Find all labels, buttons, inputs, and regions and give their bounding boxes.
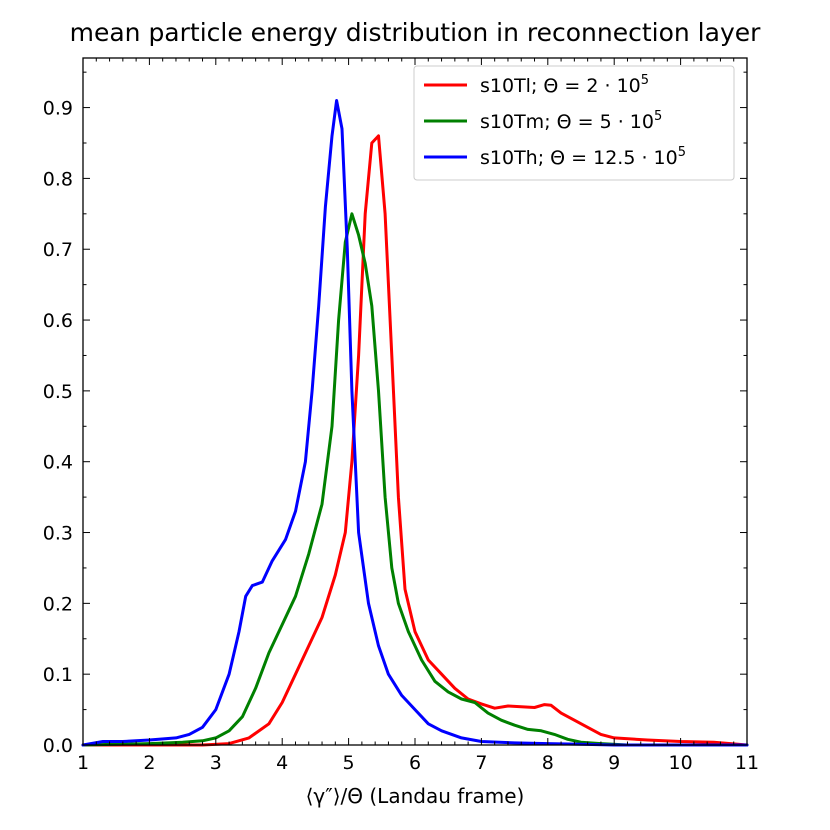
y-tick-label: 0.1 [43,664,73,686]
x-tick-label: 10 [669,752,693,774]
x-tick-label: 4 [276,752,288,774]
x-tick-label: 3 [210,752,222,774]
x-tick-label: 2 [143,752,155,774]
x-tick-label: 9 [608,752,620,774]
series-line-s10Th [81,99,749,747]
plot-area [81,99,749,747]
x-axis-label: ⟨γ″⟩/Θ (Landau frame) [306,784,525,808]
x-tick-label: 5 [343,752,355,774]
legend-box [413,65,735,181]
chart-title: mean particle energy distribution in rec… [70,18,762,47]
y-tick-label: 0.2 [43,593,73,615]
y-tick-label: 0.9 [43,98,73,120]
legend-label-s10Th: s10Th; Θ = 12.5 · 105 [480,145,686,169]
x-tick-label: 11 [735,752,759,774]
y-tick-label: 0.6 [43,310,73,332]
y-tick-label: 0.7 [43,239,73,261]
y-tick-label: 0.0 [43,735,73,757]
series-line-s10Tl [81,134,749,747]
y-tick-label: 0.5 [43,381,73,403]
legend: s10Tl; Θ = 2 · 105 s10Tm; Θ = 5 · 105 s10T… [413,65,735,181]
y-tick-label: 0.3 [43,523,73,545]
x-tick-label: 7 [475,752,487,774]
y-tick-label: 0.8 [43,168,73,190]
x-tick-label: 8 [542,752,554,774]
x-tick-label: 1 [77,752,89,774]
legend-label-s10Tl: s10Tl; Θ = 2 · 105 [480,73,649,97]
series-line-s10Tm [81,212,749,747]
x-tick-label: 6 [409,752,421,774]
y-tick-label: 0.4 [43,452,73,474]
legend-label-s10Tm: s10Tm; Θ = 5 · 105 [480,109,662,133]
